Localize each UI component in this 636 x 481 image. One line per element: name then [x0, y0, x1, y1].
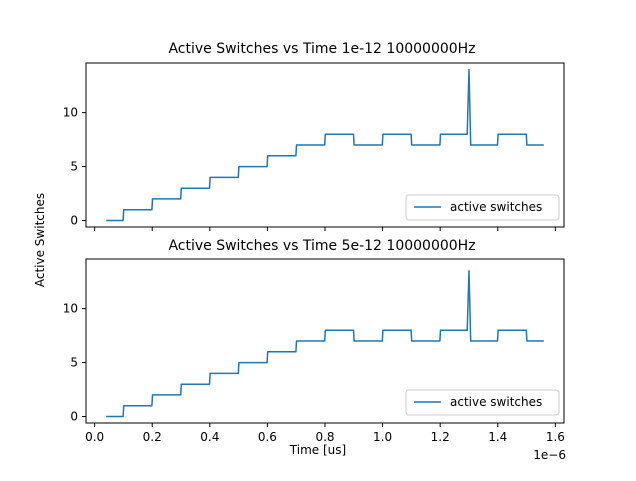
subplot-top: Active Switches vs Time 1e-12 10000000Hz… [63, 41, 565, 231]
y-tick-label: 0 [70, 214, 78, 228]
x-tick-label: 0.2 [143, 430, 162, 444]
subplot-bottom-series [106, 270, 544, 418]
x-tick-label: 1.6 [546, 430, 565, 444]
x-tick-label: 0.6 [258, 430, 277, 444]
y-tick-label: 5 [70, 356, 78, 370]
subplot-bottom-legend: active switches [405, 389, 560, 416]
subplot-top-title: Active Switches vs Time 1e-12 10000000Hz [168, 41, 475, 57]
subplot-top-legend-label: active switches [450, 200, 542, 214]
y-tick-label: 5 [70, 160, 78, 174]
series-line-active-switches [106, 68, 544, 222]
x-tick-label: 0.0 [85, 430, 104, 444]
subplot-bottom-frame [85, 258, 565, 424]
subplot-top-legend: active switches [405, 194, 560, 221]
y-tick-label: 10 [63, 302, 78, 316]
subplot-bottom-legend-label: active switches [450, 395, 542, 409]
x-tick-label: 1.0 [373, 430, 392, 444]
x-tick-label: 1.4 [488, 430, 507, 444]
x-tick-label: 0.4 [200, 430, 219, 444]
subplot-bottom-x-ticks: 0.0 0.2 0.4 0.6 0.8 1.0 1.2 1.4 1.6 [85, 423, 565, 444]
subplot-top-y-ticks: 0 5 10 [63, 106, 86, 228]
subplot-bottom-legend-box [405, 389, 560, 416]
figure-x-axis-label: Time [us] [289, 443, 346, 457]
y-tick-label: 0 [70, 410, 78, 424]
subplot-top-x-ticks [94, 227, 556, 231]
y-tick-label: 10 [63, 106, 78, 120]
series-line-active-switches [106, 270, 544, 418]
figure-y-axis-label: Active Switches [33, 193, 47, 287]
subplot-top-legend-box [405, 194, 560, 221]
x-tick-label: 1.2 [431, 430, 450, 444]
subplot-top-frame [85, 62, 565, 228]
subplot-top-series [106, 68, 544, 222]
subplot-bottom-title: Active Switches vs Time 5e-12 10000000Hz [168, 238, 475, 254]
x-axis-offset-label: 1e−6 [533, 448, 566, 462]
x-tick-label: 0.8 [315, 430, 334, 444]
subplot-bottom: Active Switches vs Time 5e-12 10000000Hz… [63, 238, 565, 444]
subplot-bottom-y-ticks: 0 5 10 [63, 302, 86, 424]
